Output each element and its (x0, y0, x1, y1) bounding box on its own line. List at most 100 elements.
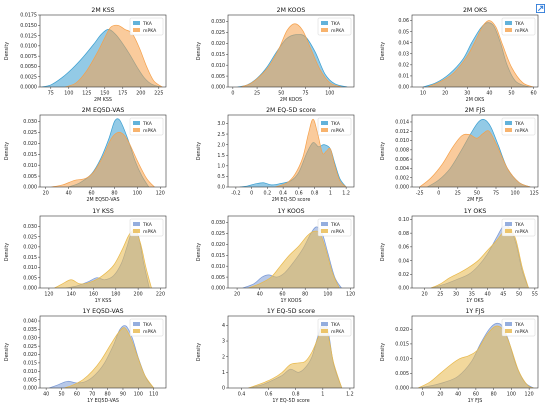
legend-swatch (321, 329, 328, 333)
y-tick-label: 0.005 (211, 275, 225, 281)
subplot-11: 0 20 40 60 80 100 120 0.000 0.005 0.010 0.015 0.020… (380, 308, 539, 404)
y-tick-label: 0.015 (23, 255, 37, 261)
series-line-mpka (430, 227, 529, 288)
y-axis-label: Density (4, 142, 10, 160)
legend-swatch (505, 322, 512, 326)
legend-swatch (505, 21, 512, 25)
subplot-title: 1Y KSS (92, 208, 114, 215)
x-tick-label: 1 (321, 392, 324, 398)
y-tick-label: 0.030 (211, 220, 225, 226)
x-tick-label: 30 (464, 91, 470, 97)
series-area-mpka (51, 132, 155, 187)
y-axis-label: Density (380, 42, 386, 60)
subplot-title: 2M FJS (465, 107, 486, 114)
subplot-4: -0.2 0 0.2 0.4 0.6 0.8 1 1.2 0.0 0.5 1.0 1.5 2.0 2.5 3… (196, 107, 355, 203)
y-tick-label: 0.020 (211, 41, 225, 47)
x-tick-label: 25 (254, 91, 260, 97)
x-axis-label: 2M KOOS (280, 97, 302, 103)
plot-frame (227, 315, 355, 389)
y-tick-label: 0.10 (398, 217, 409, 223)
series-line-mpka (275, 118, 347, 187)
x-tick-label: 40 (66, 191, 72, 197)
legend-label: mPKA (331, 28, 345, 34)
x-tick-label: 225 (154, 91, 163, 97)
subplot-title: 1Y OKS (464, 208, 487, 215)
x-tick-label: 125 (530, 191, 539, 197)
subplot-title: 1Y EQ-5D score (267, 308, 315, 315)
y-tick-label: 0.000 (211, 286, 225, 292)
x-tick-label: 220 (156, 292, 165, 298)
legend-label: mPKA (515, 28, 529, 34)
legend-label: TKA (142, 121, 153, 127)
y-tick-label: 0.020 (211, 242, 225, 248)
y-tick-label: 0.05 (398, 29, 409, 35)
y-tick-label: 0.025 (23, 234, 37, 240)
y-tick-label: 0.02 (398, 63, 409, 69)
expand-icon[interactable] (536, 4, 545, 13)
x-tick-label: 60 (279, 292, 285, 298)
y-tick-label: 0.010 (23, 265, 37, 271)
legend-label: TKA (514, 222, 525, 228)
subplot-title: 1Y FJS (466, 308, 485, 315)
x-tick-label: 0.4 (279, 191, 287, 197)
series-line-mpka (427, 20, 534, 87)
y-axis-label: Density (380, 243, 386, 261)
x-tick-label: 75 (302, 91, 308, 97)
y-axis-label: Density (196, 142, 202, 160)
x-tick-label: 80 (302, 292, 308, 298)
y-axis-label: Density (196, 243, 202, 261)
legend-swatch (133, 229, 140, 233)
series-line-mpka (418, 325, 534, 388)
x-axis-label: 2M EQ5D-VAS (86, 197, 119, 203)
x-tick-label: 180 (111, 292, 120, 298)
y-tick-label: 0.025 (211, 30, 225, 36)
x-tick-label: 50 (58, 392, 64, 398)
x-tick-label: 120 (525, 392, 534, 398)
subplot-title: 1Y KOOS (277, 208, 304, 215)
series-area-mpka (64, 327, 154, 388)
x-tick-label: 80 (491, 392, 497, 398)
x-tick-label: 120 (156, 191, 165, 197)
legend-swatch (321, 222, 328, 226)
y-tick-label: 0.000 (23, 286, 37, 292)
x-tick-label: 50 (474, 191, 480, 197)
x-tick-label: 40 (455, 392, 461, 398)
y-tick-label: 0.008 (395, 148, 409, 154)
x-tick-label: 30 (453, 292, 459, 298)
y-tick-label: 0.025 (23, 130, 37, 136)
x-tick-label: 160 (89, 292, 98, 298)
x-tick-label: 0.2 (264, 191, 272, 197)
x-tick-label: 100 (325, 91, 334, 97)
legend-label: mPKA (515, 128, 529, 134)
legend-label: TKA (142, 322, 153, 328)
x-tick-label: 0.6 (265, 392, 273, 398)
x-tick-label: 75 (493, 191, 499, 197)
x-tick-label: 50 (508, 91, 514, 97)
legend-swatch (321, 21, 328, 25)
legend-label: mPKA (143, 229, 157, 235)
y-axis-label: Density (196, 343, 202, 361)
y-tick-label: 0.005 (23, 174, 37, 180)
x-tick-label: 150 (100, 91, 109, 97)
y-axis-label: Density (4, 42, 10, 60)
legend-label: TKA (330, 222, 341, 228)
y-tick-label: 0.000 (23, 185, 37, 191)
plot-frame (39, 14, 167, 88)
y-tick-label: 3 (222, 339, 225, 345)
x-tick-label: 100 (133, 191, 142, 197)
y-tick-label: 2 (222, 354, 225, 360)
plot-frame (411, 315, 539, 389)
y-tick-label: 0.0050 (20, 64, 37, 70)
y-tick-label: 0.000 (211, 85, 225, 91)
x-tick-label: 40 (485, 292, 491, 298)
legend-swatch (321, 128, 328, 132)
x-tick-label: 50 (278, 91, 284, 97)
series-area-mpka (419, 130, 531, 187)
legend-swatch (133, 121, 140, 125)
x-tick-label: 40 (486, 91, 492, 97)
x-axis-label: 1Y EQ-5D score (272, 398, 309, 404)
series-line-mpka (240, 23, 342, 87)
y-tick-label: 1 (222, 370, 225, 376)
y-tick-label: 0.015 (211, 253, 225, 259)
